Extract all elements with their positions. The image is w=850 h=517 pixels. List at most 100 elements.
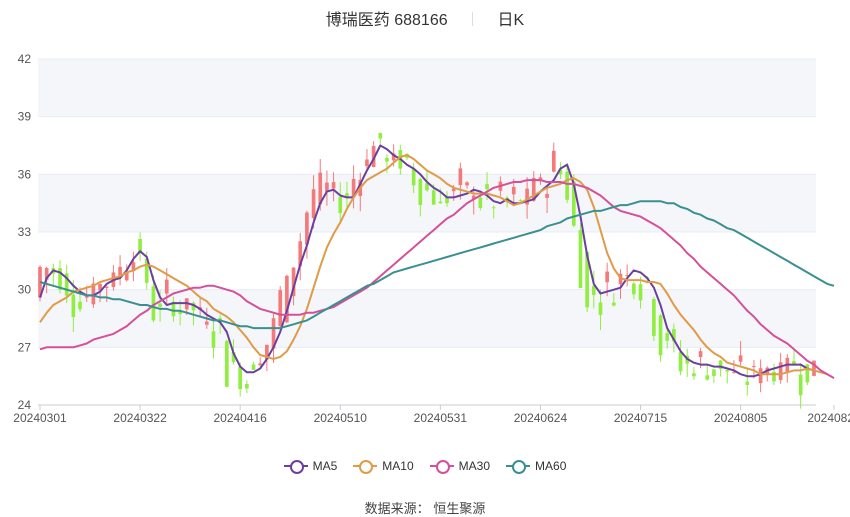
- source-provider: 恒生聚源: [433, 501, 486, 516]
- candle-body: [151, 286, 156, 321]
- candle-body: [425, 183, 429, 191]
- candle-body: [491, 207, 496, 209]
- candle-body: [772, 371, 776, 382]
- candle-body: [565, 171, 569, 200]
- candle-body: [712, 369, 716, 376]
- x-tick-label: 20240715: [614, 411, 668, 425]
- candle-body: [752, 366, 756, 368]
- candle-body: [118, 266, 122, 276]
- candle-body: [692, 373, 696, 377]
- candle-body: [485, 184, 489, 190]
- ma-line-ma30: [39, 179, 835, 379]
- candle-body: [271, 318, 276, 349]
- x-tick-label: 20240805: [714, 411, 768, 425]
- candle-body: [58, 268, 62, 290]
- candle-body: [91, 283, 96, 305]
- ma-line-ma60: [39, 200, 835, 330]
- candle-body: [285, 275, 289, 323]
- legend-marker-icon: [506, 459, 531, 474]
- candle-body: [365, 159, 369, 167]
- candle-body: [291, 267, 296, 297]
- title-divider: [472, 12, 474, 26]
- candle-body: [385, 157, 389, 162]
- legend-item-ma30[interactable]: MA30: [429, 459, 491, 474]
- grid-band: [38, 59, 816, 117]
- candle-body: [705, 375, 710, 380]
- y-tick-label: 27: [18, 340, 32, 354]
- x-tick-label: 20240301: [13, 411, 67, 425]
- candle-body: [104, 286, 109, 288]
- candle-body: [625, 274, 630, 276]
- candle-body: [84, 296, 89, 298]
- candle-body: [678, 352, 683, 372]
- source-label: 数据来源：: [364, 501, 430, 516]
- candle-body: [698, 351, 703, 358]
- candle-body: [265, 344, 269, 360]
- candle-body: [778, 362, 783, 380]
- legend-label: MA30: [458, 459, 491, 473]
- candle-body: [571, 181, 576, 226]
- candle-body: [178, 310, 182, 315]
- candle-body: [525, 188, 529, 205]
- legend-item-ma10[interactable]: MA10: [353, 459, 414, 474]
- ma-line-ma10: [39, 154, 828, 376]
- candle-body: [278, 290, 283, 327]
- candle-body: [458, 168, 463, 186]
- candle-body: [632, 283, 636, 295]
- grid-band: [38, 289, 816, 348]
- candle-body: [471, 195, 476, 200]
- candle-body: [138, 238, 142, 254]
- candle-body: [318, 172, 323, 205]
- candle-body: [98, 284, 102, 291]
- y-tick-label: 42: [18, 52, 32, 66]
- candle-body: [325, 182, 329, 192]
- legend-marker-icon: [283, 459, 308, 474]
- legend-marker-icon: [429, 459, 454, 474]
- candle-body: [131, 262, 136, 272]
- candle-body: [585, 251, 589, 308]
- candle-body: [718, 360, 723, 369]
- candle-body: [171, 301, 176, 317]
- candle-body: [558, 169, 563, 175]
- candle-body: [551, 150, 556, 172]
- y-tick-label: 36: [18, 167, 32, 181]
- candle-body: [665, 333, 670, 341]
- candle-body: [144, 258, 149, 283]
- candle-body: [258, 363, 263, 366]
- candle-body: [732, 371, 736, 373]
- chart-legend: MA5 MA10 MA30 MA60: [0, 459, 850, 476]
- candle-body: [251, 364, 256, 370]
- legend-item-ma60[interactable]: MA60: [506, 459, 566, 474]
- candle-body: [411, 168, 416, 186]
- data-source: 数据来源： 恒生聚源: [0, 498, 850, 517]
- candle-body: [158, 303, 162, 307]
- x-tick-label: 20240624: [514, 411, 568, 425]
- candle-body: [345, 193, 349, 197]
- candle-body: [812, 360, 816, 376]
- candle-body: [71, 294, 76, 318]
- candle-body: [44, 267, 49, 280]
- legend-label: MA10: [382, 459, 414, 473]
- period-label[interactable]: 日K: [497, 12, 525, 29]
- candle-body: [798, 374, 803, 396]
- candle-body: [672, 329, 676, 342]
- candle-body: [451, 188, 456, 192]
- candle-body: [338, 197, 343, 214]
- candle-body: [598, 302, 603, 315]
- legend-item-ma5[interactable]: MA5: [283, 459, 337, 474]
- y-tick-label: 30: [18, 283, 32, 297]
- candle-body: [78, 301, 82, 310]
- x-tick-label: 20240322: [113, 411, 167, 425]
- candle-body: [545, 193, 549, 198]
- y-tick-label: 33: [18, 225, 32, 239]
- candle-body: [805, 364, 810, 383]
- candle-body: [638, 284, 643, 301]
- candle-body: [245, 384, 249, 389]
- candle-body: [478, 197, 483, 208]
- candle-body: [238, 366, 243, 390]
- candle-body: [311, 189, 316, 219]
- candle-body: [298, 241, 303, 267]
- candle-body: [611, 302, 616, 306]
- candle-body: [164, 279, 169, 294]
- candle-body: [518, 200, 523, 202]
